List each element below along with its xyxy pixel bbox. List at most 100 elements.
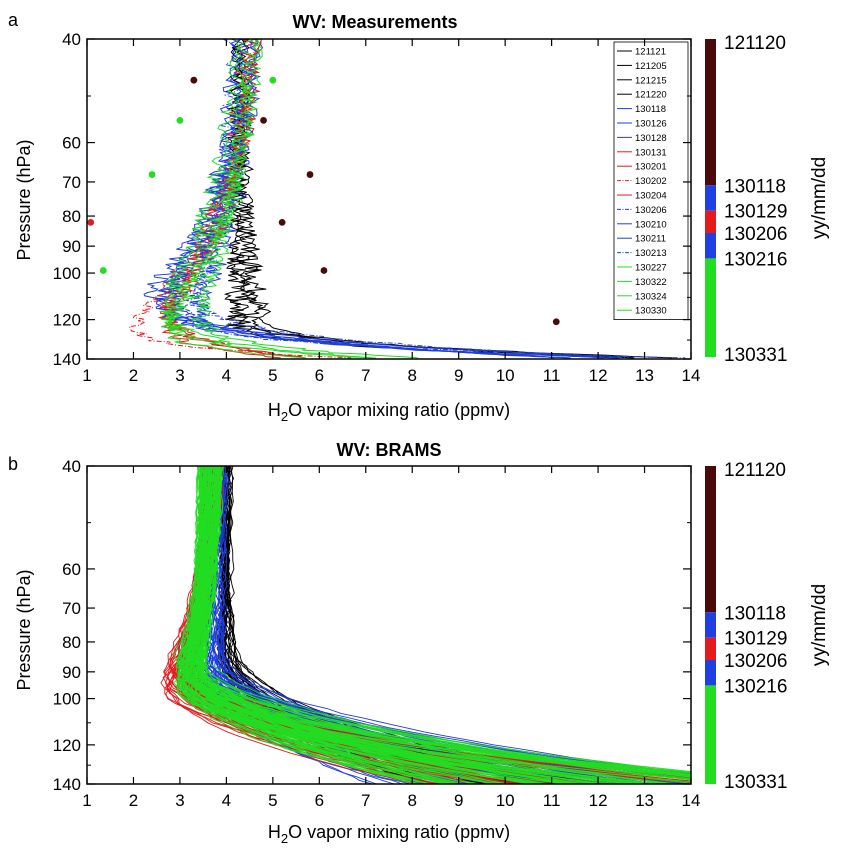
panel-a-profiles <box>128 39 686 359</box>
colorbar-segment <box>705 637 716 660</box>
panel-a-xlabel: H2O vapor mixing ratio (ppmv) <box>268 400 510 424</box>
x-tick-label: 8 <box>407 791 416 810</box>
x-tick-label: 10 <box>496 366 515 385</box>
model-profile-line <box>189 466 691 773</box>
measurement-point <box>306 171 314 178</box>
model-profile-line <box>162 466 691 783</box>
y-tick-label: 140 <box>53 775 81 794</box>
panel-a-legend: 121121 121205 121215 121220 130118 130126 1301… <box>613 41 689 321</box>
measurement-point <box>176 116 184 124</box>
panel-a-plot-frame <box>86 38 692 360</box>
colorbar-segment <box>705 39 716 186</box>
x-tick-label: 7 <box>361 791 370 810</box>
x-tick-label: 7 <box>361 366 370 385</box>
colorbar-tick-label: 121120 <box>724 460 786 481</box>
colorbar-tick-label: 130206 <box>724 651 787 672</box>
panel-b-title: WV: BRAMS <box>337 440 442 460</box>
y-tick-label: 90 <box>62 663 81 682</box>
model-profile-line <box>182 466 691 773</box>
x-tick-label: 1 <box>82 366 91 385</box>
colorbar-tick-label: 130331 <box>724 772 787 793</box>
colorbar-tick-label: 130331 <box>724 345 787 366</box>
model-profile-line <box>190 466 610 784</box>
model-profile-line <box>188 466 691 778</box>
measurement-point <box>190 76 198 84</box>
x-tick-label: 3 <box>175 366 184 385</box>
y-tick-label: 60 <box>62 560 81 579</box>
y-tick-label: 80 <box>62 207 81 226</box>
profile-line <box>143 39 620 359</box>
panel-b-xlabel: H2O vapor mixing ratio (ppmv) <box>268 822 510 846</box>
colorbar-tick-label: 130216 <box>724 676 787 697</box>
legend-entry: 130204 <box>635 191 667 202</box>
legend-entry: 130201 <box>635 162 667 173</box>
colorbar-segment <box>705 258 716 357</box>
measurement-point <box>148 171 156 178</box>
legend-entry: 121220 <box>635 90 667 101</box>
profile-line <box>229 39 635 359</box>
x-tick-label: 6 <box>315 366 324 385</box>
legend-entry: 130227 <box>635 263 667 274</box>
x-tick-label: 12 <box>589 791 608 810</box>
panel-a-ylabel: Pressure (hPa) <box>14 139 34 260</box>
measurement-point <box>269 76 277 84</box>
colorbar-tick-label: 130129 <box>724 629 787 650</box>
model-profile-line <box>200 466 691 775</box>
x-tick-label: 11 <box>543 366 561 385</box>
x-tick-label: 13 <box>635 366 654 385</box>
colorbar-segment <box>705 232 716 259</box>
panel-b-ylabel: Pressure (hPa) <box>14 569 34 690</box>
profile-line <box>166 39 555 359</box>
model-profile-line <box>166 466 641 784</box>
x-tick-label: 14 <box>682 791 701 810</box>
x-tick-label: 2 <box>129 366 138 385</box>
model-profile-line <box>204 466 677 784</box>
model-profile-line <box>204 466 575 784</box>
panel-a-title: WV: Measurements <box>292 12 457 32</box>
x-tick-label: 14 <box>682 366 701 385</box>
measurement-point <box>99 267 107 274</box>
x-tick-label: 8 <box>407 366 416 385</box>
legend-entry: 121215 <box>635 75 667 86</box>
y-tick-label: 60 <box>62 134 81 153</box>
y-tick-label: 70 <box>62 599 81 618</box>
legend-entry: 130131 <box>635 147 667 158</box>
colorbar-tick-label: 130118 <box>724 603 786 624</box>
measurement-point <box>320 267 328 274</box>
legend-entry: 130118 <box>635 104 666 115</box>
legend-entry: 130322 <box>635 277 667 288</box>
colorbar-segment <box>705 466 716 613</box>
x-tick-label: 9 <box>454 366 463 385</box>
y-tick-label: 40 <box>62 457 81 476</box>
legend-entry: 121121 <box>635 47 666 58</box>
panel-a: a WV: Measurements 121121121205121215121… <box>8 10 830 424</box>
colorbar-tick-label: 130206 <box>724 224 787 245</box>
colorbar-label: yy/mm/dd <box>809 157 830 239</box>
legend-entry: 130126 <box>635 119 667 130</box>
panel-b: b WV: BRAMS 1 2 3 4 5 6 7 8 9 10 11 12 13 14406070809… <box>8 440 830 846</box>
model-profile-line <box>180 466 541 784</box>
panel-b-profiles <box>160 466 691 784</box>
measurement-point <box>552 318 560 326</box>
x-tick-label: 1 <box>82 791 91 810</box>
colorbar-segment <box>705 685 716 784</box>
y-tick-label: 70 <box>62 173 81 192</box>
y-tick-label: 140 <box>53 350 81 369</box>
panel-letter-a: a <box>8 10 19 30</box>
profile-line <box>226 39 673 359</box>
legend-entry: 121205 <box>635 61 667 72</box>
y-tick-label: 40 <box>62 30 81 49</box>
model-profile-line <box>176 466 691 784</box>
x-tick-label: 5 <box>268 791 277 810</box>
model-profile-line <box>197 466 691 776</box>
panel-a-points <box>87 76 560 326</box>
x-tick-label: 2 <box>129 791 138 810</box>
y-tick-label: 80 <box>62 633 81 652</box>
profile-line <box>191 39 419 359</box>
y-tick-label: 100 <box>53 690 81 709</box>
profile-line <box>223 39 618 359</box>
y-tick-label: 120 <box>53 311 81 330</box>
profile-line <box>230 39 634 359</box>
